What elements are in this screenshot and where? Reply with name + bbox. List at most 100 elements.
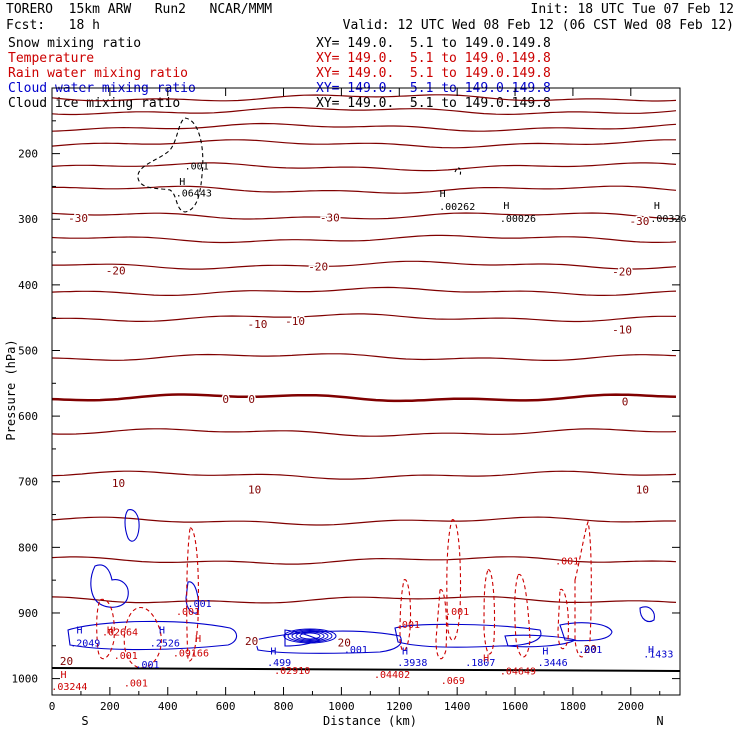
extrema-label: .06443 xyxy=(176,188,212,199)
hydrometeor-contour xyxy=(446,519,462,641)
extrema-label: .001 xyxy=(114,651,138,662)
y-tick-label: 700 xyxy=(18,476,38,489)
legend-xy-rain: XY= 149.0. 5.1 to 149.0.149.8 xyxy=(316,66,551,81)
x-tick-label: 1200 xyxy=(386,700,413,713)
isotherm-label: 20 xyxy=(338,637,351,650)
header-valid: Valid: 12 UTC Wed 08 Feb 12 (06 CST Wed … xyxy=(342,18,734,33)
extrema-label: .02910 xyxy=(274,666,310,677)
x-tick-label: 200 xyxy=(100,700,120,713)
isotherm-line xyxy=(51,393,677,403)
hydrometeor-contour xyxy=(454,167,462,177)
legend-label-temperature: Temperature xyxy=(8,51,95,66)
x-tick-label: 800 xyxy=(274,700,294,713)
plot-frame xyxy=(51,87,681,696)
extrema-label: .001 xyxy=(396,620,420,631)
y-tick-label: 400 xyxy=(18,279,38,292)
x-tick-label: 1000 xyxy=(328,700,355,713)
isotherm-line xyxy=(51,556,677,565)
isotherm-label: 20 xyxy=(60,655,73,668)
extrema-label: .001 xyxy=(188,599,212,610)
contour-labels: -30 -30 -30 -20 -20 -20 -10 -10 -10 0 0 0 10 10 10 20 20… xyxy=(51,161,686,692)
extrema-label: .001 xyxy=(344,645,368,656)
isotherm-line xyxy=(51,313,677,323)
hydrometeor-contour xyxy=(124,509,140,542)
cloud-water-core-contour xyxy=(295,631,325,641)
hydrometeor-contour xyxy=(399,579,412,652)
isotherm-label: -30 xyxy=(630,215,650,228)
isotherm-line xyxy=(51,162,677,172)
extrema-label: H xyxy=(542,646,548,657)
isotherm-lines xyxy=(51,94,677,604)
extrema-label: .001 xyxy=(555,556,579,567)
isotherm-line xyxy=(51,516,676,526)
north-label: N xyxy=(656,714,663,728)
isotherm-label: 10 xyxy=(636,484,649,497)
extrema-label: .04649 xyxy=(500,667,536,678)
x-tick-label: 2000 xyxy=(618,700,645,713)
hydrometeor-contour xyxy=(574,520,592,658)
extrema-label: .001 xyxy=(135,660,159,671)
y-tick-label: 1000 xyxy=(12,673,39,686)
x-tick-label: 600 xyxy=(216,700,236,713)
isotherm-label: -30 xyxy=(68,212,88,225)
legend-xy-cloud-ice: XY= 149.0. 5.1 to 149.0.149.8 xyxy=(316,96,551,111)
extrema-label: .001 xyxy=(176,607,200,618)
isotherm-line xyxy=(51,470,677,480)
surface-line xyxy=(51,667,681,672)
y-axis-label: Pressure (hPa) xyxy=(4,339,18,440)
legend-label-snow: Snow mixing ratio xyxy=(8,36,142,51)
y-tick-label: 900 xyxy=(18,607,38,620)
hydrometeor-contour xyxy=(67,620,238,651)
extrema-label: .09166 xyxy=(173,648,209,659)
legend-label-rain: Rain water mixing ratio xyxy=(8,66,189,81)
extrema-label: .2049 xyxy=(70,639,100,650)
isotherm-label: 10 xyxy=(112,477,125,490)
extrema-label: .3938 xyxy=(397,658,427,669)
cloud-contours xyxy=(67,117,655,669)
header-init: Init: 18 UTC Tue 07 Feb 12 xyxy=(530,2,735,17)
isotherm-label: 20 xyxy=(584,643,597,656)
extrema-label: H xyxy=(76,625,82,636)
x-tick-label: 1600 xyxy=(502,700,529,713)
isotherm-line xyxy=(51,353,677,361)
hydrometeor-contour xyxy=(483,569,496,655)
extrema-label: .2526 xyxy=(150,639,180,650)
isotherm-line xyxy=(51,139,676,149)
hydrometeor-contour xyxy=(557,588,569,650)
x-tick-label: 0 xyxy=(49,700,56,713)
isotherm-label: -20 xyxy=(308,260,328,273)
hydrometeor-contour xyxy=(137,117,204,213)
extrema-label: H xyxy=(270,646,276,657)
isotherm-label: 20 xyxy=(245,635,258,648)
hydrometeor-contour xyxy=(186,527,199,662)
isotherm-line xyxy=(51,286,677,296)
extrema-label: H xyxy=(440,189,446,200)
hydrometeor-contour xyxy=(394,623,542,648)
isotherm-line xyxy=(51,234,677,244)
isotherm-label: -10 xyxy=(612,323,632,336)
isotherm-label: -10 xyxy=(285,315,305,328)
extrema-label: .00326 xyxy=(650,214,686,225)
extrema-label: H xyxy=(503,201,509,212)
extrema-label: H xyxy=(402,646,408,657)
legend-xy-temperature: XY= 149.0. 5.1 to 149.0.149.8 xyxy=(316,51,551,66)
x-axis-label: Distance (km) xyxy=(323,714,417,728)
hydrometeor-contour xyxy=(254,630,402,654)
isotherm-label: 0 xyxy=(248,393,255,406)
hydrometeor-contour xyxy=(559,622,613,642)
extrema-label: .3446 xyxy=(538,658,568,669)
hydrometeor-contour xyxy=(514,574,531,658)
extrema-label: .02664 xyxy=(102,627,138,638)
isotherm-label: 10 xyxy=(248,484,261,497)
extrema-label: H xyxy=(648,645,654,656)
extrema-label: H xyxy=(159,625,165,636)
isotherm-label: -10 xyxy=(248,318,268,331)
isotherm-line xyxy=(51,212,677,220)
y-tick-label: 600 xyxy=(18,410,38,423)
hydrometeor-contour xyxy=(123,606,162,669)
y-tick-label: 200 xyxy=(18,148,38,161)
extrema-label: .04402 xyxy=(374,670,410,681)
header-forecast: Fcst: 18 h xyxy=(6,18,100,33)
extrema-label: H xyxy=(195,634,201,645)
extrema-label: .001 xyxy=(445,607,469,618)
